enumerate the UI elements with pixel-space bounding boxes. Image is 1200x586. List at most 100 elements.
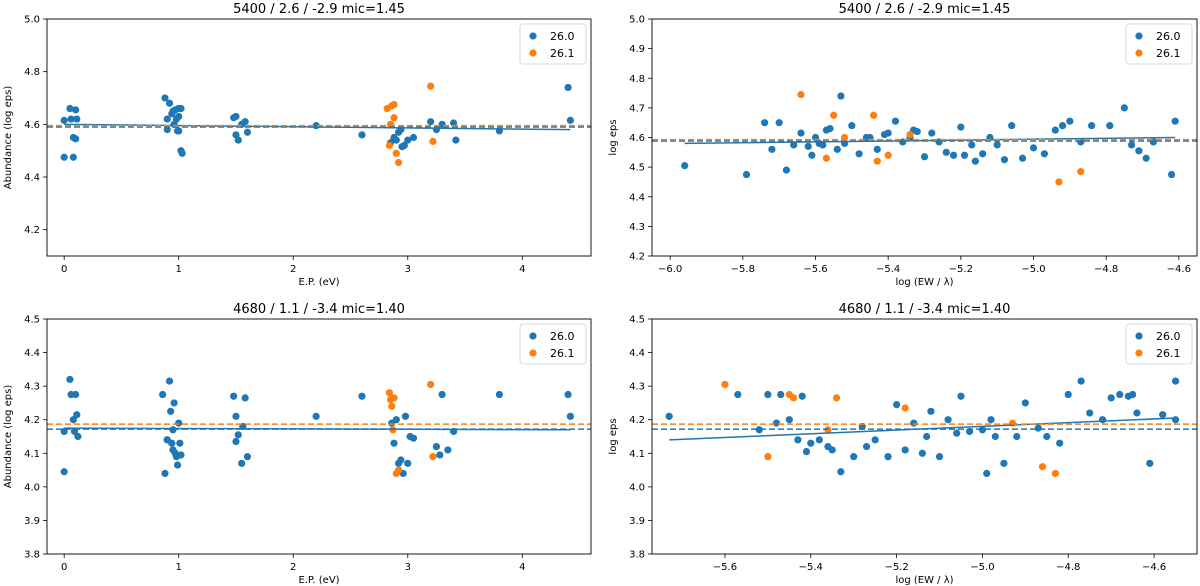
data-point-26-0: [74, 432, 82, 441]
data-point-26-0: [173, 127, 182, 135]
data-point-26-1: [1077, 167, 1085, 176]
data-point-26-0: [1066, 117, 1074, 125]
data-point-26-1: [394, 158, 403, 167]
data-point-26-0: [390, 439, 398, 447]
legend: 26.0 26.1: [519, 23, 587, 65]
data-point-26-0: [873, 145, 881, 153]
data-point-26-0: [163, 115, 171, 123]
legend-label: 26.1: [550, 47, 575, 60]
y-tick-label: 4.2: [24, 415, 40, 426]
data-point-26-0: [884, 453, 892, 461]
data-point-26-0: [804, 142, 812, 150]
data-point-26-0: [159, 390, 167, 399]
data-point-26-0: [957, 392, 965, 400]
data-point-26-0: [312, 412, 320, 420]
data-point-26-0: [358, 131, 366, 139]
x-tick-label: −4.8: [1056, 562, 1080, 573]
data-point-26-0: [1013, 432, 1021, 441]
data-point-26-0: [409, 133, 418, 142]
legend-label: 26.1: [1156, 47, 1181, 60]
y-tick-label: 4.3: [629, 222, 645, 233]
data-point-26-1: [429, 137, 437, 146]
data-point-26-0: [392, 136, 400, 144]
data-point-26-0: [177, 451, 185, 459]
plot-area: [47, 375, 591, 478]
y-tick-label: 4.4: [24, 348, 40, 359]
data-point-26-0: [427, 118, 435, 126]
data-point-26-0: [432, 442, 440, 451]
y-tick-label: 4.1: [24, 449, 40, 460]
data-point-26-0: [234, 136, 242, 144]
data-point-26-0: [833, 145, 841, 153]
legend-label: 26.1: [550, 347, 575, 360]
data-point-26-0: [923, 432, 931, 441]
chart-panel-1: 5400 / 2.6 / -2.9 mic=1.45 0 1 2 3 4 4.2 4.4 4.6…: [3, 2, 592, 288]
data-point-26-1: [797, 90, 805, 99]
data-point-26-0: [167, 407, 175, 415]
legend-label: 26.0: [1156, 330, 1181, 343]
data-point-26-0: [819, 141, 827, 149]
data-point-26-0: [942, 148, 950, 156]
data-point-26-0: [785, 416, 793, 424]
y-tick-label: 3.8: [24, 550, 40, 561]
y-tick-label: 4.6: [629, 133, 645, 144]
y-tick-label: 4.3: [24, 382, 40, 393]
data-point-26-0: [241, 394, 249, 402]
data-point-26-0: [1088, 122, 1096, 130]
data-point-26-0: [444, 446, 452, 454]
data-point-26-0: [681, 162, 689, 170]
x-tick-label: 0: [61, 562, 67, 573]
data-point-26-0: [173, 461, 182, 469]
data-point-26-0: [175, 112, 183, 121]
legend-marker-26-1: [529, 349, 537, 357]
data-point-26-0: [163, 436, 171, 444]
data-point-26-0: [72, 106, 80, 114]
data-point-26-0: [665, 412, 673, 420]
data-point-26-1: [390, 100, 398, 109]
data-point-26-0: [1040, 150, 1048, 158]
data-point-26-1: [392, 149, 400, 157]
data-point-26-0: [987, 416, 995, 424]
legend-marker-26-1: [1135, 349, 1143, 357]
data-point-26-1: [385, 141, 394, 149]
data-point-26-0: [232, 112, 240, 121]
data-point-26-0: [1146, 459, 1154, 467]
data-point-26-0: [1133, 409, 1141, 417]
y-tick-label: 4.9: [629, 44, 645, 55]
data-point-26-0: [161, 94, 169, 102]
data-point-26-0: [971, 157, 979, 165]
data-point-26-0: [1077, 377, 1085, 385]
data-point-26-1: [790, 394, 798, 402]
data-point-26-0: [241, 118, 249, 126]
axes-frame: [46, 18, 592, 257]
y-tick-label: 4.2: [24, 225, 40, 236]
x-tick-label: 2: [290, 562, 296, 573]
data-point-26-0: [1129, 390, 1137, 399]
data-point-26-0: [1008, 122, 1016, 130]
data-point-26-0: [161, 469, 169, 478]
data-point-26-0: [73, 115, 81, 123]
chart-title: 5400 / 2.6 / -2.9 mic=1.45: [233, 2, 405, 17]
y-tick-label: 4.2: [629, 252, 645, 263]
data-point-26-0: [949, 151, 958, 159]
y-axis-label: log eps: [608, 119, 619, 155]
data-point-26-0: [991, 432, 999, 441]
data-point-26-0: [802, 448, 811, 456]
chart-title: 5400 / 2.6 / -2.9 mic=1.45: [839, 2, 1011, 17]
data-point-26-0: [1029, 144, 1038, 152]
legend-marker-26-0: [1135, 332, 1143, 340]
data-point-26-0: [178, 149, 186, 157]
data-point-26-0: [165, 99, 174, 107]
data-point-26-0: [404, 459, 412, 467]
data-point-26-0: [449, 119, 458, 127]
data-point-26-0: [828, 446, 836, 454]
y-tick-label: 3.9: [24, 516, 40, 527]
x-axis-label: E.P. (eV): [298, 575, 339, 586]
y-tick-label: 4.5: [629, 163, 645, 174]
data-point-26-0: [400, 141, 408, 149]
data-point-26-1: [394, 466, 403, 474]
legend-label: 26.0: [550, 30, 575, 43]
x-tick-label: −5.0: [970, 562, 994, 573]
data-point-26-0: [891, 117, 900, 125]
data-point-26-0: [927, 407, 935, 415]
